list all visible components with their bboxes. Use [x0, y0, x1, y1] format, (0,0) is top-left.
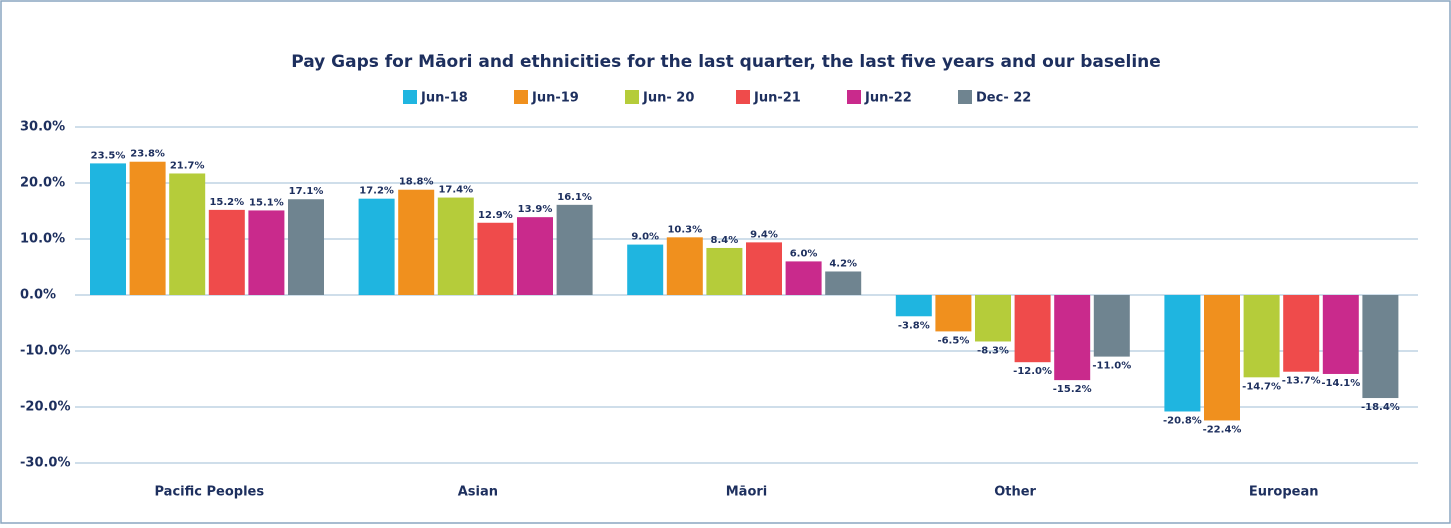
data-label: -14.7%: [1242, 381, 1281, 392]
bar: [169, 173, 206, 295]
x-tick-label: Māori: [726, 485, 768, 500]
bar: [825, 271, 862, 295]
y-tick-label: -10.0%: [20, 344, 71, 359]
chart-title: Pay Gaps for Māori and ethnicities for t…: [291, 52, 1161, 72]
legend-swatch: [625, 90, 639, 104]
bar: [129, 161, 166, 295]
data-label: -14.1%: [1321, 378, 1360, 389]
bar: [90, 163, 126, 295]
legend-swatch: [847, 90, 861, 104]
bar: [398, 189, 435, 295]
data-label: -12.0%: [1013, 366, 1052, 377]
legend-label: Jun-21: [753, 91, 801, 106]
bar: [517, 217, 553, 295]
legend-swatch: [403, 90, 417, 104]
bar: [288, 199, 324, 295]
y-tick-label: 20.0%: [20, 176, 65, 191]
bar: [1164, 295, 1201, 412]
data-label: -6.5%: [937, 335, 969, 346]
data-label: 9.4%: [750, 229, 778, 240]
data-label: 18.8%: [399, 177, 434, 188]
bar: [1362, 295, 1399, 399]
y-tick-label: -30.0%: [20, 456, 71, 471]
data-label: 17.1%: [289, 186, 324, 197]
bar: [1093, 295, 1130, 357]
data-label: -11.0%: [1092, 361, 1131, 372]
data-label: -15.2%: [1053, 384, 1092, 395]
bar: [975, 295, 1011, 342]
y-tick-label: -20.0%: [20, 400, 71, 415]
y-tick-label: 10.0%: [20, 232, 65, 247]
data-label: 17.2%: [359, 186, 394, 197]
bar: [706, 247, 743, 295]
bar: [358, 198, 395, 295]
bar: [477, 222, 514, 295]
data-label: -3.8%: [898, 320, 930, 331]
bar: [627, 244, 664, 295]
legend-swatch: [514, 90, 528, 104]
legend-swatch: [958, 90, 972, 104]
x-tick-label: Pacific Peoples: [155, 485, 265, 500]
data-label: 17.4%: [438, 185, 473, 196]
y-tick-label: 30.0%: [20, 120, 65, 135]
bar: [1283, 295, 1320, 372]
data-label: 10.3%: [667, 224, 702, 235]
bar: [1014, 295, 1051, 363]
bar: [437, 197, 474, 295]
bar: [666, 237, 703, 295]
data-label: 15.2%: [209, 197, 244, 208]
data-label: 21.7%: [170, 160, 205, 171]
bar: [1322, 295, 1359, 374]
data-label: 6.0%: [790, 248, 818, 259]
legend-label: Dec- 22: [976, 91, 1031, 106]
bar: [895, 295, 932, 317]
x-tick-label: Other: [994, 485, 1036, 500]
bar: [1054, 295, 1091, 381]
data-label: -20.8%: [1163, 415, 1202, 426]
data-label: 16.1%: [557, 192, 592, 203]
legend-label: Jun-19: [531, 91, 579, 106]
bar: [1243, 295, 1280, 378]
data-label: 12.9%: [478, 210, 513, 221]
data-label: -8.3%: [977, 345, 1009, 356]
data-label: 15.1%: [249, 197, 284, 208]
bar: [248, 210, 285, 295]
legend-label: Jun- 20: [642, 91, 694, 106]
data-label: 13.9%: [518, 204, 553, 215]
data-label: 23.5%: [91, 150, 126, 161]
data-label: 8.4%: [711, 235, 739, 246]
data-label: 4.2%: [829, 258, 857, 269]
data-label: -18.4%: [1361, 402, 1400, 413]
bar: [746, 242, 782, 295]
y-tick-label: 0.0%: [20, 288, 56, 303]
data-label: 9.0%: [631, 232, 659, 243]
legend-label: Jun-18: [420, 91, 468, 106]
data-label: -13.7%: [1282, 376, 1321, 387]
data-label: 23.8%: [130, 149, 165, 160]
x-tick-label: Asian: [458, 485, 498, 500]
legend-label: Jun-22: [864, 91, 912, 106]
bar: [1204, 295, 1240, 421]
bar: [785, 261, 822, 295]
data-label: -22.4%: [1203, 424, 1242, 435]
legend-swatch: [736, 90, 750, 104]
bar: [556, 204, 593, 295]
x-tick-label: European: [1249, 485, 1319, 500]
bar: [208, 209, 245, 295]
bar: [935, 295, 972, 332]
